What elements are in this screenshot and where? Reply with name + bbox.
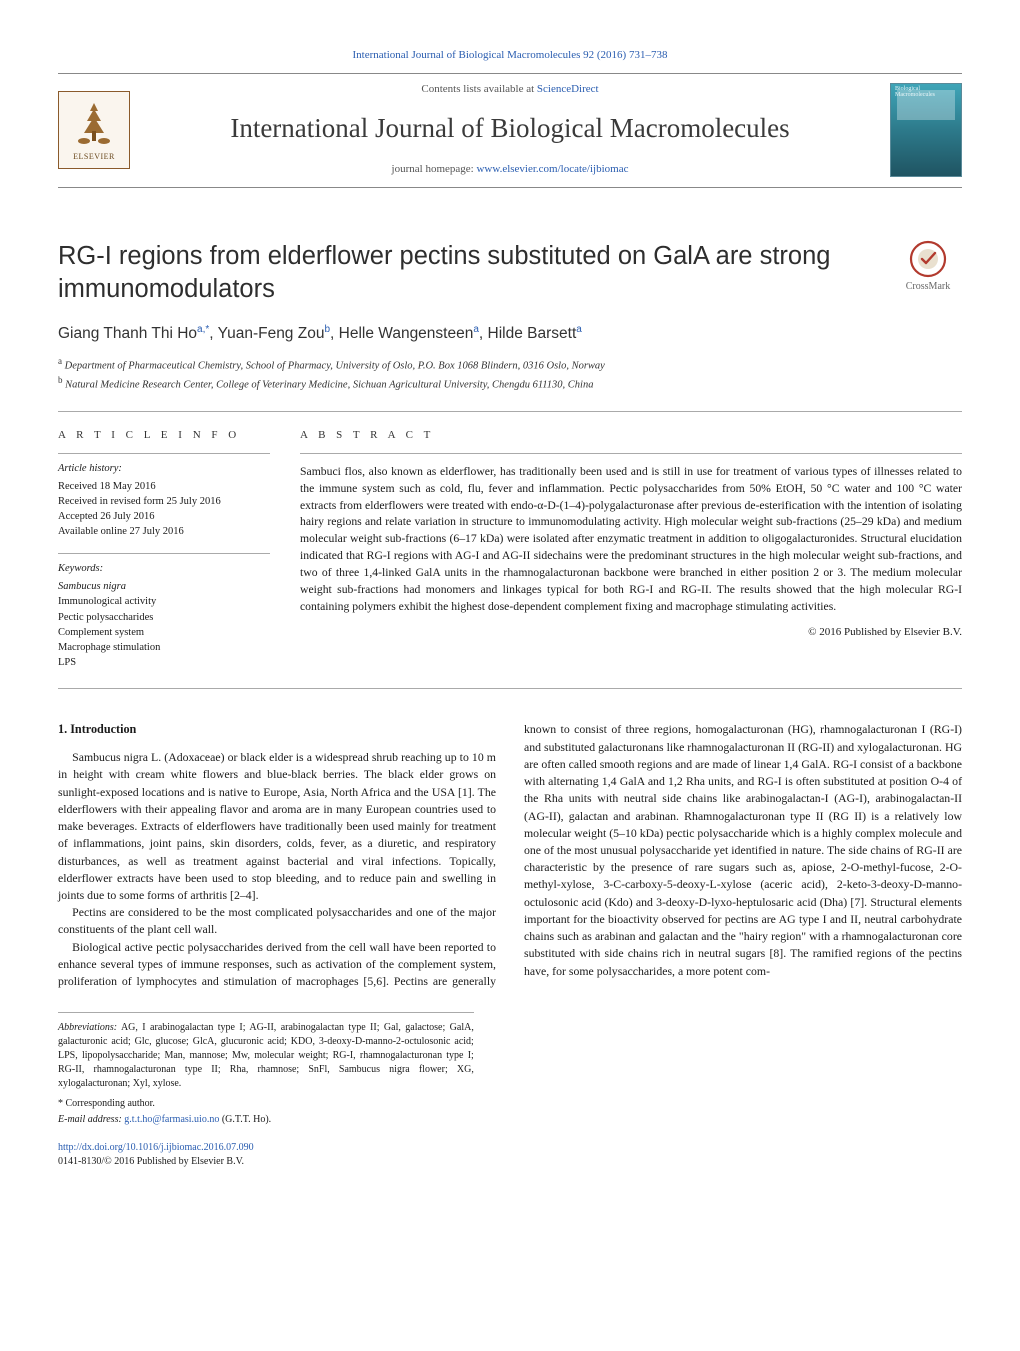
- journal-name: International Journal of Biological Macr…: [144, 110, 876, 148]
- journal-cover-thumb: Biological Macromolecules: [890, 83, 962, 177]
- body-paragraph: Sambucus nigra L. (Adoxaceae) or black e…: [58, 749, 496, 904]
- section-title: Introduction: [70, 722, 136, 736]
- author-sup: a: [576, 324, 582, 335]
- abstract-text: Sambuci flos, also known as elderflower,…: [300, 464, 962, 616]
- issn-line: 0141-8130/© 2016 Published by Elsevier B…: [58, 1155, 962, 1169]
- cover-label: Biological Macromolecules: [895, 86, 957, 99]
- email-suffix: (G.T.T. Ho).: [222, 1114, 271, 1125]
- keyword: Pectic polysaccharides: [58, 610, 270, 625]
- contents-prefix: Contents lists available at: [421, 83, 536, 95]
- divider: [300, 453, 962, 454]
- contents-line: Contents lists available at ScienceDirec…: [144, 82, 876, 97]
- elsevier-logo: ELSEVIER: [58, 91, 130, 169]
- keyword: Sambucus nigra: [58, 579, 270, 594]
- sciencedirect-link[interactable]: ScienceDirect: [537, 83, 599, 95]
- history-line: Accepted 26 July 2016: [58, 509, 270, 524]
- affil-text: Department of Pharmaceutical Chemistry, …: [65, 361, 605, 372]
- crossmark-label: CrossMark: [906, 280, 950, 294]
- author-sup: a,*: [197, 324, 209, 335]
- author: Giang Thanh Thi Ho: [58, 325, 197, 342]
- author-line: Giang Thanh Thi Hoa,*, Yuan-Feng Zoub, H…: [58, 323, 962, 345]
- affil-sup: b: [58, 375, 63, 385]
- email-line: E-mail address: g.t.t.ho@farmasi.uio.no …: [58, 1113, 474, 1127]
- abbreviations: Abbreviations: AG, I arabinogalactan typ…: [58, 1021, 474, 1091]
- homepage-link[interactable]: www.elsevier.com/locate/ijbiomac: [476, 163, 628, 175]
- homepage-prefix: journal homepage:: [392, 163, 477, 175]
- section-number: 1.: [58, 722, 67, 736]
- journal-homepage: journal homepage: www.elsevier.com/locat…: [144, 162, 876, 177]
- author: Helle Wangensteen: [339, 325, 474, 342]
- keywords-list: Sambucus nigra Immunological activity Pe…: [58, 579, 270, 670]
- affil-text: Natural Medicine Research Center, Colleg…: [65, 379, 593, 390]
- article-title: RG-I regions from elderflower pectins su…: [58, 240, 876, 305]
- running-head: International Journal of Biological Macr…: [58, 48, 962, 63]
- keyword: Immunological activity: [58, 594, 270, 609]
- footnotes: Abbreviations: AG, I arabinogalactan typ…: [58, 1012, 474, 1127]
- doi-link[interactable]: http://dx.doi.org/10.1016/j.ijbiomac.201…: [58, 1142, 254, 1153]
- publisher-name: ELSEVIER: [73, 151, 115, 162]
- running-head-link[interactable]: International Journal of Biological Macr…: [353, 49, 668, 61]
- crossmark-icon: [909, 240, 947, 278]
- abstract-copyright: © 2016 Published by Elsevier B.V.: [300, 625, 962, 640]
- keyword: Complement system: [58, 625, 270, 640]
- author: Hilde Barsett: [488, 325, 577, 342]
- tree-icon: [70, 97, 118, 149]
- bottom-meta: http://dx.doi.org/10.1016/j.ijbiomac.201…: [58, 1141, 962, 1169]
- divider: [58, 688, 962, 689]
- history-lines: Received 18 May 2016 Received in revised…: [58, 479, 270, 540]
- history-label: Article history:: [58, 462, 270, 477]
- author: Yuan-Feng Zou: [218, 325, 325, 342]
- section-heading: 1. Introduction: [58, 721, 496, 739]
- body-columns: 1. Introduction Sambucus nigra L. (Adoxa…: [58, 721, 962, 990]
- abbr-text: AG, I arabinogalactan type I; AG-II, ara…: [58, 1022, 474, 1089]
- affil-sup: a: [58, 356, 62, 366]
- affiliations: a Department of Pharmaceutical Chemistry…: [58, 355, 962, 392]
- divider: [58, 553, 270, 554]
- history-line: Received in revised form 25 July 2016: [58, 494, 270, 509]
- abstract-heading: A B S T R A C T: [300, 428, 962, 443]
- history-line: Available online 27 July 2016: [58, 524, 270, 539]
- article-info-column: A R T I C L E I N F O Article history: R…: [58, 428, 270, 671]
- divider: [58, 453, 270, 454]
- corresponding-author: * Corresponding author.: [58, 1097, 474, 1111]
- email-link[interactable]: g.t.t.ho@farmasi.uio.no: [124, 1114, 219, 1125]
- keywords-label: Keywords:: [58, 562, 270, 577]
- keyword: Macrophage stimulation: [58, 640, 270, 655]
- author-sup: a: [473, 324, 479, 335]
- body-paragraph: Pectins are considered to be the most co…: [58, 904, 496, 938]
- article-info-heading: A R T I C L E I N F O: [58, 428, 270, 443]
- crossmark-badge[interactable]: CrossMark: [894, 240, 962, 294]
- abbr-label: Abbreviations:: [58, 1022, 117, 1033]
- masthead: ELSEVIER Contents lists available at Sci…: [58, 73, 962, 188]
- email-label: E-mail address:: [58, 1114, 122, 1125]
- keyword: LPS: [58, 655, 270, 670]
- history-line: Received 18 May 2016: [58, 479, 270, 494]
- abstract-column: A B S T R A C T Sambuci flos, also known…: [300, 428, 962, 671]
- author-sup: b: [324, 324, 330, 335]
